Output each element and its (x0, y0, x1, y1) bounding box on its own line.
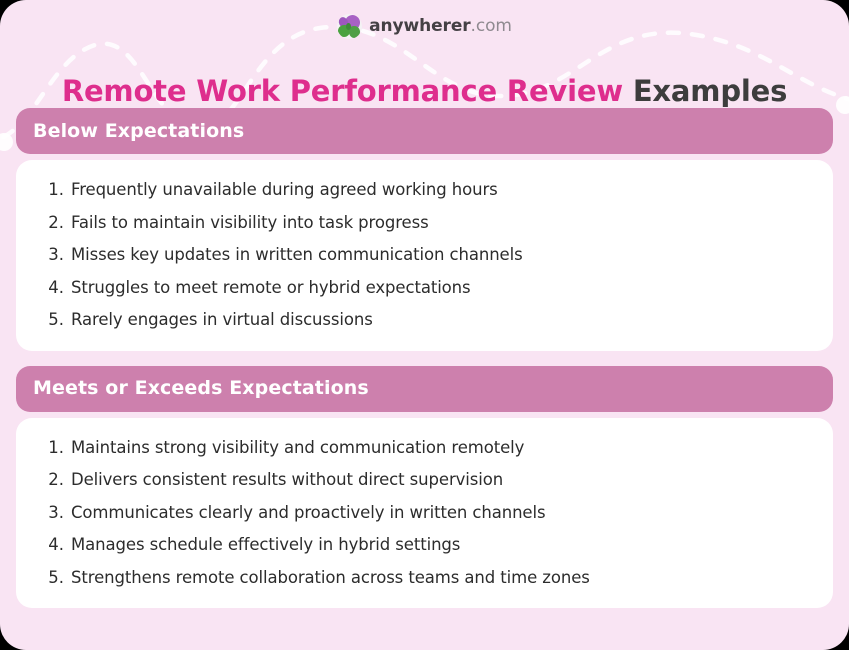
page-title-rest: Examples (622, 74, 788, 109)
list-item: 5. Strengthens remote collaboration acro… (38, 562, 811, 595)
section-below-expectations: Below Expectations 1. Frequently unavail… (16, 108, 833, 351)
list-item: 3. Misses key updates in written communi… (38, 239, 811, 272)
list-item-text: Struggles to meet remote or hybrid expec… (71, 277, 471, 297)
brand-wordmark: anywherer.com (369, 18, 512, 35)
list-item-number: 1. (48, 437, 64, 457)
list-meets-or-exceeds-expectations: 1. Maintains strong visibility and commu… (38, 432, 811, 595)
list-item-text: Fails to maintain visibility into task p… (71, 212, 429, 232)
list-item: 1. Maintains strong visibility and commu… (38, 432, 811, 465)
section-heading-label: Meets or Exceeds Expectations (33, 377, 369, 399)
brand-logo: anywherer.com (0, 14, 849, 39)
section-card-below-expectations: 1. Frequently unavailable during agreed … (16, 160, 833, 351)
list-item-number: 4. (48, 535, 64, 554)
list-item-text: Misses key updates in written communicat… (71, 245, 523, 264)
globe-leaf-icon (337, 14, 363, 39)
list-item: 2. Delivers consistent results without d… (38, 464, 811, 497)
list-item: 1. Frequently unavailable during agreed … (38, 174, 811, 207)
section-header-below-expectations: Below Expectations (16, 108, 833, 154)
list-item: 3. Communicates clearly and proactively … (38, 497, 811, 530)
brand-name-bold: anywherer (369, 16, 471, 36)
section-meets-or-exceeds-expectations: Meets or Exceeds Expectations 1. Maintai… (16, 365, 833, 608)
list-item-text: Rarely engages in virtual discussions (71, 310, 373, 329)
list-item-number: 5. (48, 310, 64, 329)
list-item-number: 4. (48, 277, 64, 297)
list-item: 4. Struggles to meet remote or hybrid ex… (38, 272, 811, 305)
page-title-accent: Remote Work Performance Review (61, 74, 623, 109)
list-item-number: 2. (48, 470, 64, 489)
list-item-text: Strengthens remote collaboration across … (71, 567, 590, 587)
list-item-number: 3. (48, 502, 64, 522)
section-card-meets-or-exceeds-expectations: 1. Maintains strong visibility and commu… (16, 417, 833, 608)
list-item-number: 1. (48, 180, 64, 199)
list-item-number: 3. (48, 245, 64, 264)
list-item-text: Delivers consistent results without dire… (71, 470, 504, 489)
list-item: 4. Manages schedule effectively in hybri… (38, 529, 811, 562)
list-item-text: Frequently unavailable during agreed wor… (71, 180, 498, 199)
list-item-text: Manages schedule effectively in hybrid s… (71, 535, 461, 554)
sections-container: Below Expectations 1. Frequently unavail… (16, 108, 833, 608)
list-below-expectations: 1. Frequently unavailable during agreed … (38, 174, 811, 337)
list-item-text: Maintains strong visibility and communic… (71, 437, 525, 457)
brand-name-tld: .com (470, 16, 512, 36)
section-heading-label: Below Expectations (33, 119, 245, 142)
list-item: 2. Fails to maintain visibility into tas… (38, 207, 811, 240)
list-item-text: Communicates clearly and proactively in … (71, 502, 546, 522)
list-item-number: 5. (48, 567, 64, 587)
list-item-number: 2. (48, 212, 64, 232)
page-title: Remote Work Performance Review Examples (0, 72, 849, 110)
list-item: 5. Rarely engages in virtual discussions (38, 304, 811, 337)
section-header-meets-or-exceeds-expectations: Meets or Exceeds Expectations (16, 365, 833, 412)
